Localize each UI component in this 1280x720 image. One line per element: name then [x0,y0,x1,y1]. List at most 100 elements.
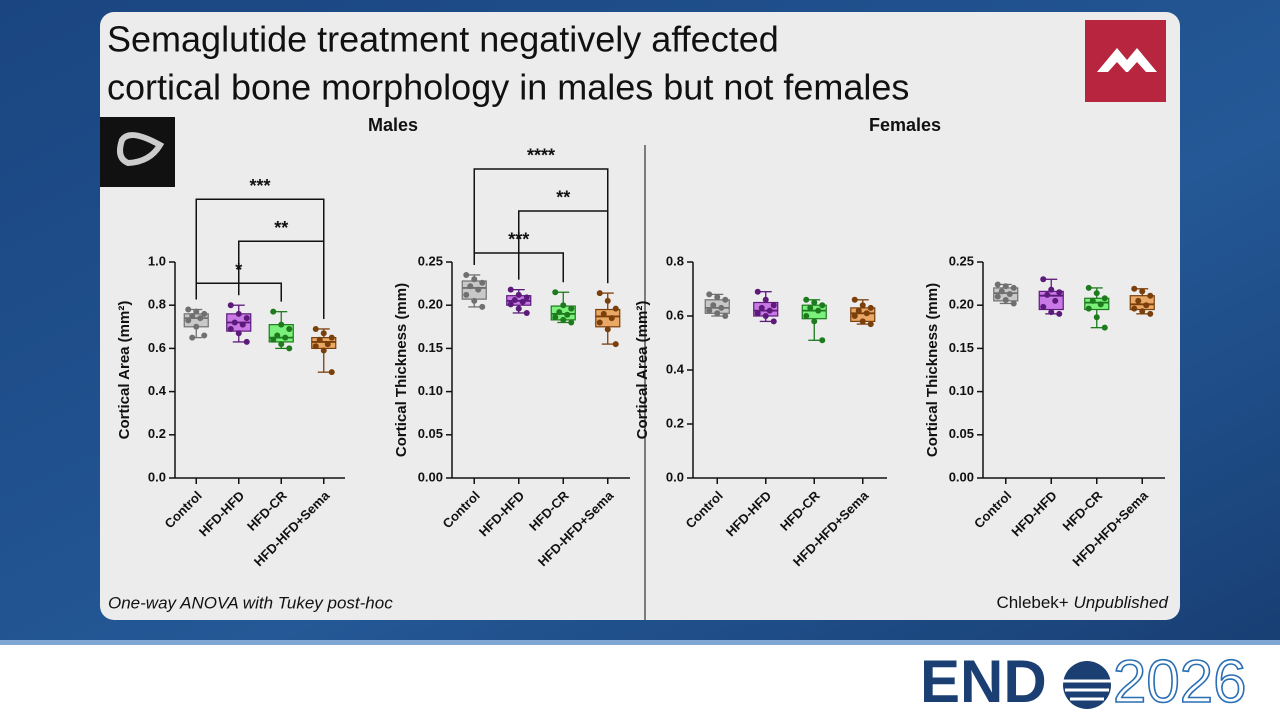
bone-image [100,117,175,187]
data-point [231,319,238,326]
data-point [235,310,242,317]
data-point [243,338,250,345]
data-point [1048,286,1055,293]
data-point [819,337,826,344]
data-point [1093,314,1100,321]
data-point [227,302,234,309]
data-point [312,343,319,350]
data-point [467,283,474,290]
data-point [1131,285,1138,292]
data-point [867,304,874,311]
data-point [270,336,277,343]
data-point [612,305,619,312]
y-tick-label: 0.15 [949,340,974,355]
data-point [855,307,862,314]
y-tick-label: 0.25 [418,253,443,268]
data-point [189,334,196,341]
data-point [519,298,526,305]
data-point [185,306,192,313]
data-point [185,317,192,324]
data-point [552,289,559,296]
y-axis-label: Cortical Area (mm²) [116,301,133,440]
data-point [851,296,858,303]
y-tick-label: 0.4 [148,383,167,398]
data-point [811,318,818,325]
data-point [243,315,250,322]
y-tick-label: 0.2 [148,426,166,441]
data-point [197,315,204,322]
y-axis-label: Cortical Thickness (mm) [393,283,410,457]
data-point [596,290,603,297]
y-tick-label: 0.0 [148,469,166,484]
data-point [239,321,246,328]
footnote-status: Unpublished [1073,593,1168,612]
data-point [1101,324,1108,331]
data-point [1010,300,1017,307]
data-point [479,279,486,286]
box [1084,297,1110,311]
data-point [758,304,765,311]
data-point [193,323,200,330]
data-point [714,294,721,301]
data-point [1085,305,1092,312]
y-tick-label: 0.2 [666,415,684,430]
data-point [227,325,234,332]
data-point [754,288,761,295]
data-point [1143,302,1150,309]
data-point [710,302,717,309]
data-point [463,271,470,278]
y-tick-label: 0.25 [949,253,974,268]
content-panel [100,12,1180,620]
data-point [1131,305,1138,312]
data-point [819,302,826,309]
y-tick-label: 0.10 [418,383,443,398]
data-point [568,305,575,312]
data-point [1006,290,1013,297]
data-point [515,305,522,312]
data-point [1040,276,1047,283]
y-tick-label: 0.00 [418,469,443,484]
data-point [1052,297,1059,304]
data-point [600,310,607,317]
slide-title: cortical bone morphology in males but no… [107,67,909,108]
data-point [612,341,619,348]
data-point [803,296,810,303]
data-point [722,296,729,303]
data-point [859,302,866,309]
data-point [471,276,478,283]
data-point [507,301,514,308]
data-point [706,291,713,298]
data-point [270,308,277,315]
data-point [1147,292,1154,299]
y-tick-label: 0.6 [148,340,166,355]
data-point [201,332,208,339]
data-point [1044,291,1051,298]
data-point [994,281,1001,288]
panel-label: Females [869,115,941,135]
data-point [1093,290,1100,297]
slide-title: Semaglutide treatment negatively affecte… [107,19,779,60]
significance-label: **** [527,146,555,166]
data-point [278,321,285,328]
y-tick-label: 0.8 [148,297,166,312]
logo-year: 2026 [1113,648,1246,715]
data-point [316,336,323,343]
data-point [754,310,761,317]
significance-label: ** [556,188,570,208]
data-point [1089,297,1096,304]
significance-bracket [195,198,325,319]
data-point [193,308,200,315]
data-point [1097,301,1104,308]
y-tick-label: 0.15 [418,340,443,355]
data-point [722,313,729,319]
y-tick-label: 1.0 [148,253,166,268]
data-point [515,291,522,298]
data-point [511,297,518,304]
y-tick-label: 0.6 [666,307,684,322]
data-point [596,319,603,326]
footnote-author: Chlebek+ [996,593,1068,612]
data-point [286,345,293,352]
data-point [1048,309,1055,316]
data-point [762,296,769,303]
